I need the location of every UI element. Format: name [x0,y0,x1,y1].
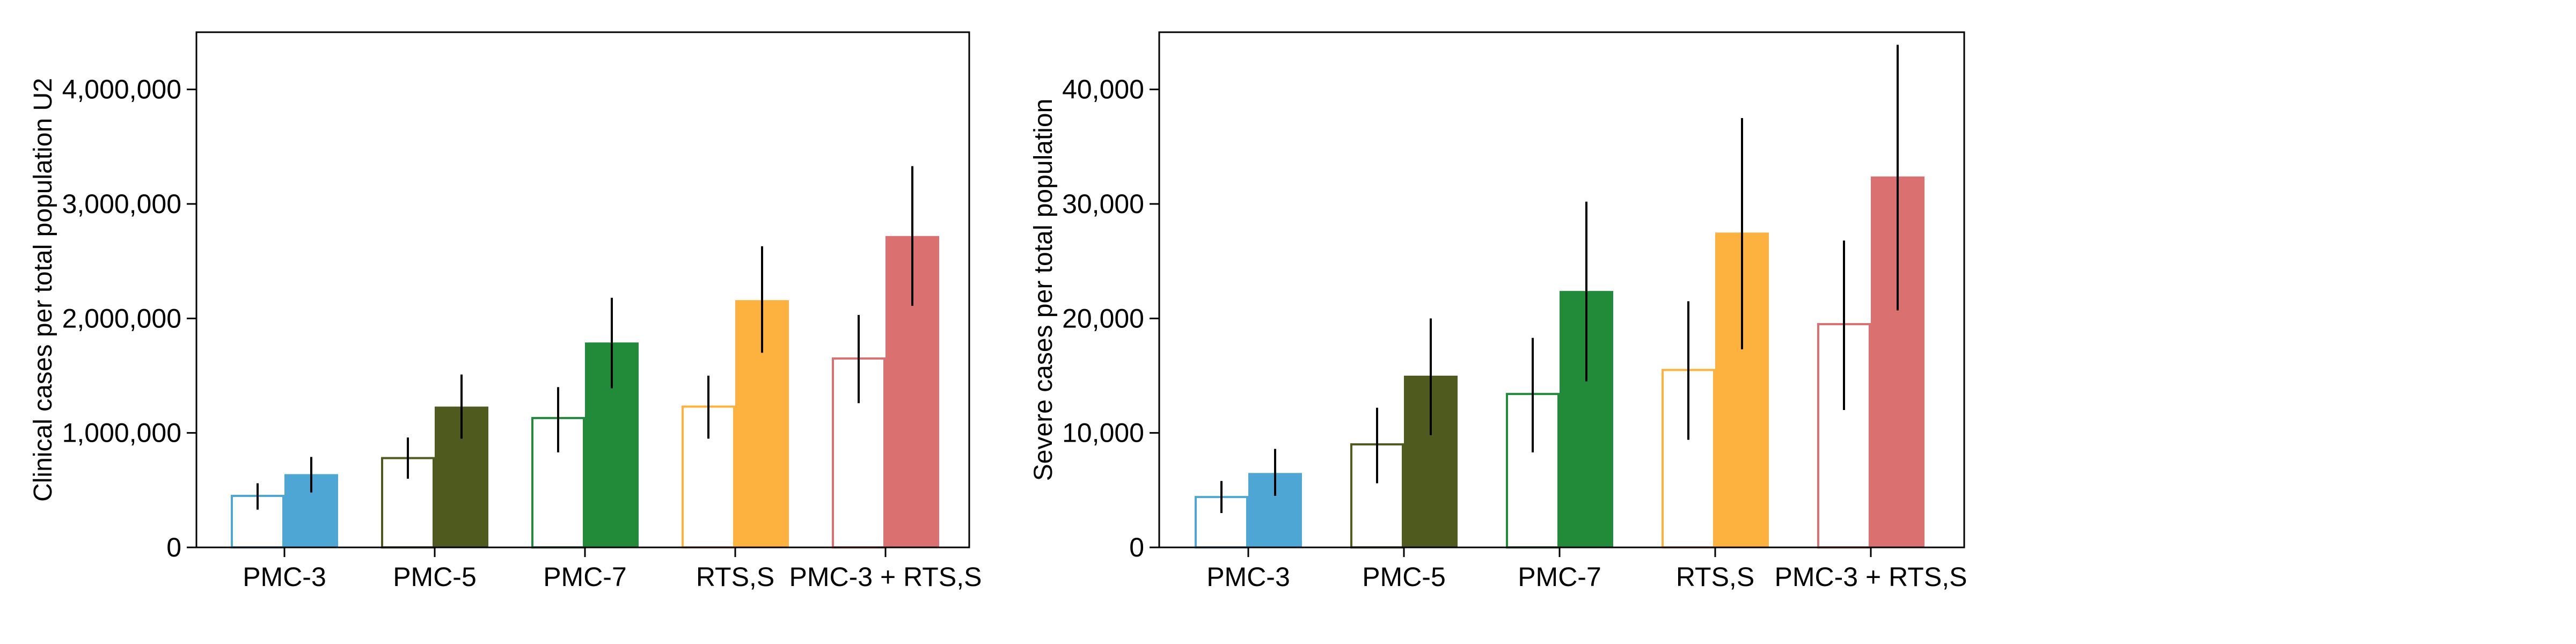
clinical-y-tick-label: 3,000,000 [62,189,181,219]
clinical-y-axis: 0 1,000,000 2,000,000 3,000,000 4,000,000 [62,75,196,562]
clinical-category-label: RTS,S [696,562,774,592]
clinical-y-tick-label: 0 [166,532,181,562]
clinical-bars [231,236,939,549]
severe-y-tick-label: 0 [1129,532,1144,562]
severe-category-label: RTS,S [1676,562,1754,592]
clinical-category-label: PMC-3 [243,562,326,592]
severe-plot-frame [1158,31,1965,548]
severe-bars [1195,176,1924,549]
clinical-error-bars [257,166,913,510]
clinical-category-label: PMC-7 [543,562,627,592]
clinical-category-label: PMC-3 + RTS,S [789,562,982,592]
severe-category-label: PMC-3 + RTS,S [1775,562,1967,592]
clinical-y-axis-label: Clinical cases per total population U2 [29,78,57,502]
severe-y-axis: 0 10,000 20,000 30,000 40,000 [1062,75,1159,562]
clinical-y-tick-label: 4,000,000 [62,75,181,105]
clinical-y-tick-label: 1,000,000 [62,418,181,448]
clinical-x-axis: PMC-3 PMC-5 PMC-7 RTS,S PMC-3 + RTS,S [243,547,982,592]
clinical-cases-chart: 0 1,000,000 2,000,000 3,000,000 4,000,000 PM… [29,31,982,592]
severe-y-tick-label: 40,000 [1062,75,1144,105]
clinical-category-label: PMC-5 [393,562,477,592]
clinical-plot-frame [195,31,970,548]
severe-error-bars [1220,45,1899,513]
severe-category-label: PMC-5 [1362,562,1446,592]
severe-x-axis: PMC-3 PMC-5 PMC-7 RTS,S PMC-3 + RTS,S [1206,547,1967,592]
severe-category-label: PMC-3 [1206,562,1290,592]
severe-y-tick-label: 30,000 [1062,189,1144,219]
severe-y-axis-label: Severe cases per total population [1029,99,1058,481]
severe-y-tick-label: 10,000 [1062,418,1144,448]
clinical-y-tick-label: 2,000,000 [62,303,181,333]
severe-y-tick-label: 20,000 [1062,303,1144,333]
severe-category-label: PMC-7 [1518,562,1601,592]
